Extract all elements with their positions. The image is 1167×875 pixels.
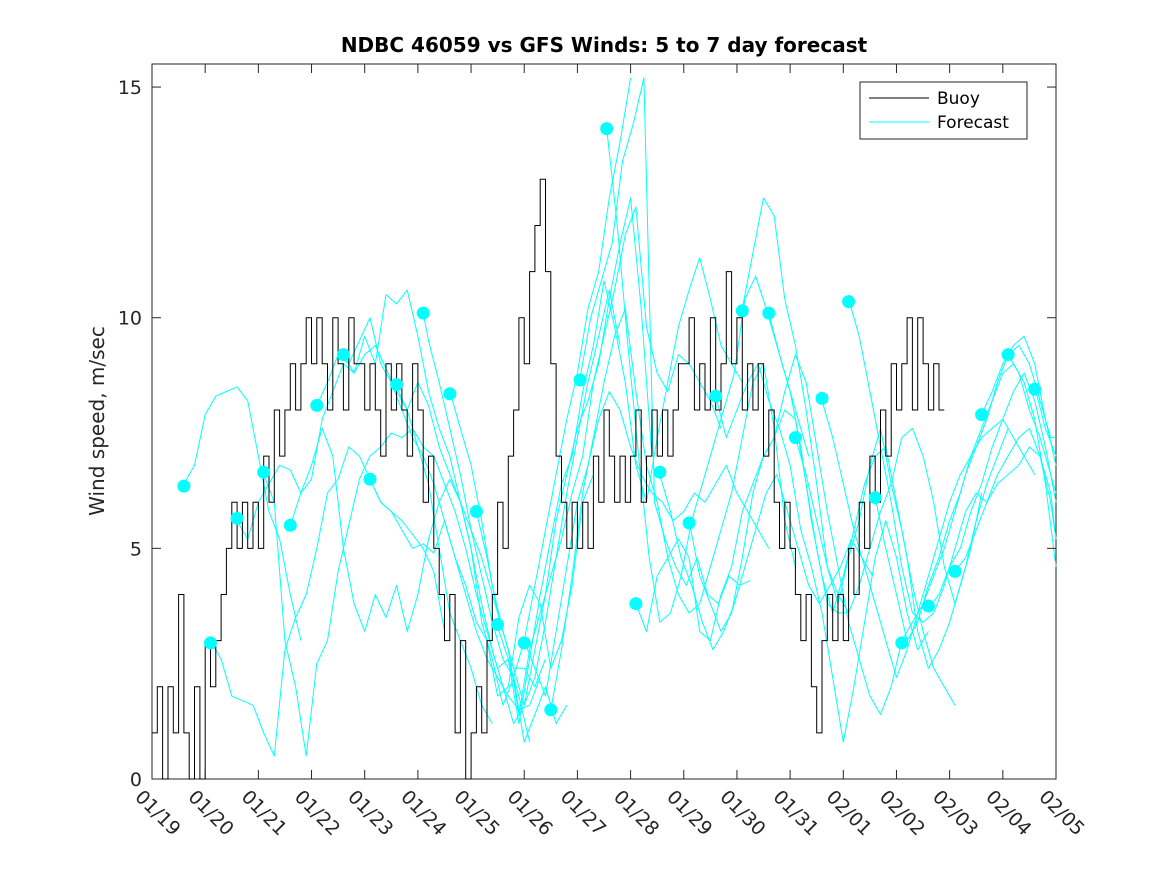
y-axis: 0 5 10 15 (118, 77, 1056, 791)
forecast-series-line (794, 427, 1009, 614)
forecast-dot (975, 408, 989, 422)
forecast-series-line (497, 257, 743, 725)
forecast-dot (491, 618, 505, 631)
forecast-series-line (1034, 386, 1057, 457)
forecast-dot (416, 306, 430, 320)
y-axis-label: Wind speed, m/sec (85, 326, 109, 516)
forecast-series-line (210, 446, 445, 757)
forecast-dot (283, 518, 297, 532)
y-tick-label: 5 (130, 538, 142, 560)
forecast-series-line (635, 409, 849, 642)
y-tick-label: 0 (130, 769, 142, 791)
forecast-dot (390, 378, 404, 392)
forecast-dot (868, 491, 882, 505)
y-tick-label: 15 (118, 77, 142, 99)
forecast-dot (177, 479, 191, 493)
forecast-series-line (821, 400, 1036, 678)
forecast-dot (336, 348, 350, 362)
buoy-line (152, 178, 945, 780)
forecast-dot (682, 516, 696, 530)
forecast-series-line (954, 427, 1057, 572)
forecast-series-line (369, 474, 594, 697)
forecast-dot (443, 387, 457, 401)
legend: Buoy Forecast (859, 81, 1028, 140)
forecast-dots (177, 122, 1042, 717)
forecast-dot (629, 597, 643, 611)
forecast-dot (1028, 382, 1042, 396)
forecast-series-line (475, 206, 722, 715)
forecast-dot (762, 306, 776, 320)
forecast-dot (921, 599, 935, 613)
forecast-series-line (928, 372, 1057, 609)
forecast-series-line (848, 299, 1057, 623)
forecast-series-line (579, 77, 751, 605)
forecast-series-line (901, 344, 1056, 641)
forecast-dot (544, 703, 558, 717)
forecast-series-line (263, 427, 531, 757)
forecast-dot (469, 505, 483, 518)
forecast-dot (310, 398, 324, 412)
forecast-series-line (715, 363, 929, 743)
forecast-dot (573, 373, 587, 387)
forecast-dot (653, 465, 667, 479)
forecast-series-line (1007, 354, 1057, 494)
legend-box (859, 81, 1028, 140)
forecast-dot (788, 431, 802, 445)
plot-area (151, 63, 1057, 780)
legend-buoy-label: Buoy (937, 89, 980, 109)
forecast-series-line (688, 354, 903, 715)
forecast-dot (257, 465, 271, 479)
forecast-series-line (981, 335, 1057, 466)
forecast-dot (204, 636, 217, 650)
forecast-dot (230, 511, 244, 525)
forecast-series-line (449, 197, 653, 706)
forecast-dot (815, 391, 829, 405)
forecast-dot (1001, 348, 1015, 362)
forecast-dot (363, 472, 377, 486)
forecast-series-line (183, 386, 302, 641)
buoy-line-group (152, 178, 945, 780)
forecast-dot (842, 295, 856, 309)
y-tick-label: 10 (118, 308, 142, 330)
forecast-dot (600, 122, 614, 136)
forecast-dot (517, 636, 531, 650)
forecast-dot (709, 389, 723, 403)
forecast-series-line (550, 308, 796, 710)
chart-title: NDBC 46059 vs GFS Winds: 5 to 7 day fore… (341, 33, 868, 57)
forecast-dot (735, 304, 749, 318)
forecast-dot (948, 564, 962, 578)
forecast-dot (895, 636, 909, 650)
legend-forecast-label: Forecast (937, 113, 1009, 133)
forecast-series-line (342, 289, 568, 743)
forecast-series-line (396, 289, 621, 725)
forecast-series-line (659, 474, 873, 651)
